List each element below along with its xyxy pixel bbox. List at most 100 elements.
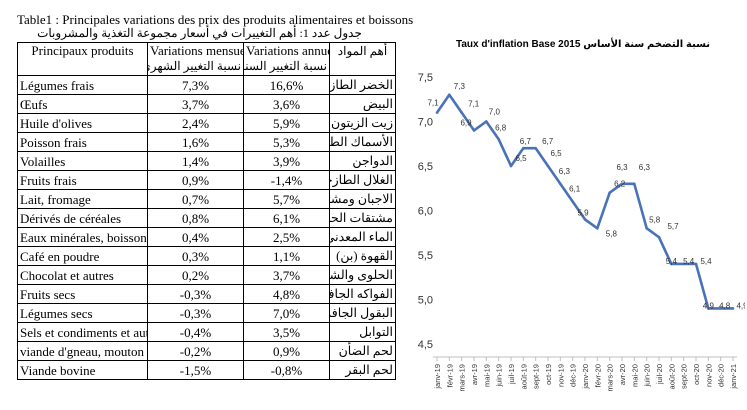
x-tick-label: févr-20 xyxy=(593,364,602,387)
header-annual-fr: Variations annuelles xyxy=(243,42,330,58)
data-label: 6,3 xyxy=(639,163,651,172)
product-ar-cell: الاجبان ومشتقات الحليب xyxy=(329,189,396,209)
annual-cell: 3,9% xyxy=(243,151,330,171)
annual-cell: 2,5% xyxy=(243,227,330,247)
x-tick-label: déc-20 xyxy=(717,364,726,387)
data-label: 5,7 xyxy=(667,222,679,231)
product-ar-cell: الدواجن xyxy=(329,151,396,171)
product-fr-cell: Œufs xyxy=(17,94,148,114)
product-fr-cell: Café en poudre xyxy=(17,246,148,266)
monthly-cell: 1,4% xyxy=(147,151,244,171)
product-ar-cell: لحم البقر xyxy=(329,360,396,380)
table-row: Volailles 1,4% 3,9% الدواجن xyxy=(17,151,396,171)
header-product-fr: Principaux produits xyxy=(17,42,148,58)
data-label: 7,0 xyxy=(489,108,501,117)
monthly-cell: 0,7% xyxy=(147,189,244,209)
data-label: 5,8 xyxy=(606,229,618,238)
x-tick-label: avr-19 xyxy=(470,364,479,385)
data-label: 6,8 xyxy=(495,123,507,132)
annual-cell: -0,8% xyxy=(243,360,330,380)
data-point xyxy=(645,227,648,230)
annual-cell: 0,9% xyxy=(243,341,330,361)
x-tick-label: janv-21 xyxy=(729,364,738,390)
table-row: Sels et condiments et autres-0,4%3,5%الت… xyxy=(17,322,396,342)
monthly-cell: -0,3% xyxy=(147,284,244,304)
product-fr-cell: Fruits secs xyxy=(17,284,148,304)
x-tick-label: juin-19 xyxy=(495,364,504,388)
product-fr-cell: Lait, fromage xyxy=(17,189,148,209)
x-tick-label: mai-19 xyxy=(482,364,491,387)
product-fr-cell: Poisson frais xyxy=(17,132,148,152)
x-tick-label: nov-19 xyxy=(556,364,565,387)
header-monthly-fr: Variations mensuelles xyxy=(147,42,244,58)
y-axis: 4,5 5,0 5,5 6,0 6,5 7,0 7,5 xyxy=(418,72,433,351)
x-tick-label: déc-19 xyxy=(569,364,578,387)
header-product-ar: أهم المواد xyxy=(329,42,396,58)
y-tick-label: 7,0 xyxy=(418,117,433,129)
chart-title: Taux d'inflation Base 2015 نسبة التضخم س… xyxy=(456,37,710,50)
x-tick-label: mars-20 xyxy=(606,364,615,392)
data-point xyxy=(485,120,488,123)
x-axis: janv-19 févr-19 mars-19 avr-19 mai-19 juin-19… xyxy=(433,356,738,392)
header-annual-ar: نسبة التغيير السنوي xyxy=(243,58,330,76)
annual-cell: 7,0% xyxy=(243,303,330,323)
data-point xyxy=(448,93,451,97)
data-point xyxy=(657,235,661,239)
table-panel: Table1 : Principales variations des prix… xyxy=(17,13,413,405)
header-monthly-ar: نسبة التغيير الشهري xyxy=(147,58,244,76)
data-point xyxy=(559,182,562,186)
data-point xyxy=(670,262,673,266)
data-point xyxy=(571,200,574,203)
data-point xyxy=(731,307,735,310)
data-point xyxy=(719,307,722,310)
y-tick-label: 7,5 xyxy=(418,72,433,84)
header-blank xyxy=(329,58,396,76)
x-tick-label: avr-20 xyxy=(618,364,627,385)
monthly-cell: -0,4% xyxy=(147,322,244,342)
data-point xyxy=(707,307,710,310)
x-tick-label: juin-20 xyxy=(643,364,652,388)
data-point xyxy=(546,164,550,168)
product-fr-cell: Légumes frais xyxy=(17,75,148,95)
product-fr-cell: viande d'gneau, mouton xyxy=(17,341,148,361)
table-row: viande d'gneau, mouton -0,2% 0,9% لحم الضأن xyxy=(17,341,396,361)
annual-cell: 5,3% xyxy=(243,132,330,152)
monthly-cell: 0,9% xyxy=(147,170,244,190)
data-label: 7,3 xyxy=(454,82,466,91)
monthly-cell: -0,3% xyxy=(147,303,244,323)
data-label: 6,2 xyxy=(614,180,626,189)
data-label: 5,9 xyxy=(577,208,589,217)
table-row: Légumes secs -0,3% 7,0% البقول الجافة xyxy=(17,303,396,323)
data-label: 7,1 xyxy=(427,99,439,108)
monthly-cell: -0,2% xyxy=(147,341,244,361)
table-row: Café en poudre 0,3% 1,1% القهوة (بن) xyxy=(17,246,396,266)
product-ar-cell: الغلال الطازجة xyxy=(329,170,396,190)
x-tick-label: janv-20 xyxy=(581,364,590,390)
x-tick-label: mars-19 xyxy=(458,364,467,392)
annual-cell: 16,6% xyxy=(243,75,330,95)
annual-cell: -1,4% xyxy=(243,170,330,190)
product-fr-cell: Dérivés de céréales xyxy=(17,208,148,228)
data-label: 6,1 xyxy=(569,185,581,194)
data-point xyxy=(596,227,599,230)
data-point xyxy=(583,218,587,221)
data-point xyxy=(534,146,537,150)
data-label: 4,9 xyxy=(703,301,715,310)
monthly-cell: 7,3% xyxy=(147,75,244,95)
data-label: 4,9 xyxy=(736,301,745,310)
data-point xyxy=(608,191,611,194)
annual-cell: 4,8% xyxy=(243,284,330,304)
x-tick-label: janv-19 xyxy=(433,364,442,390)
product-fr-cell: Chocolat et autres xyxy=(17,265,148,285)
x-tick-label: sept-19 xyxy=(532,364,541,389)
data-point xyxy=(509,164,513,168)
annual-cell: 5,9% xyxy=(243,113,330,133)
annual-cell: 5,7% xyxy=(243,189,330,209)
data-label: 5,4 xyxy=(666,257,678,266)
